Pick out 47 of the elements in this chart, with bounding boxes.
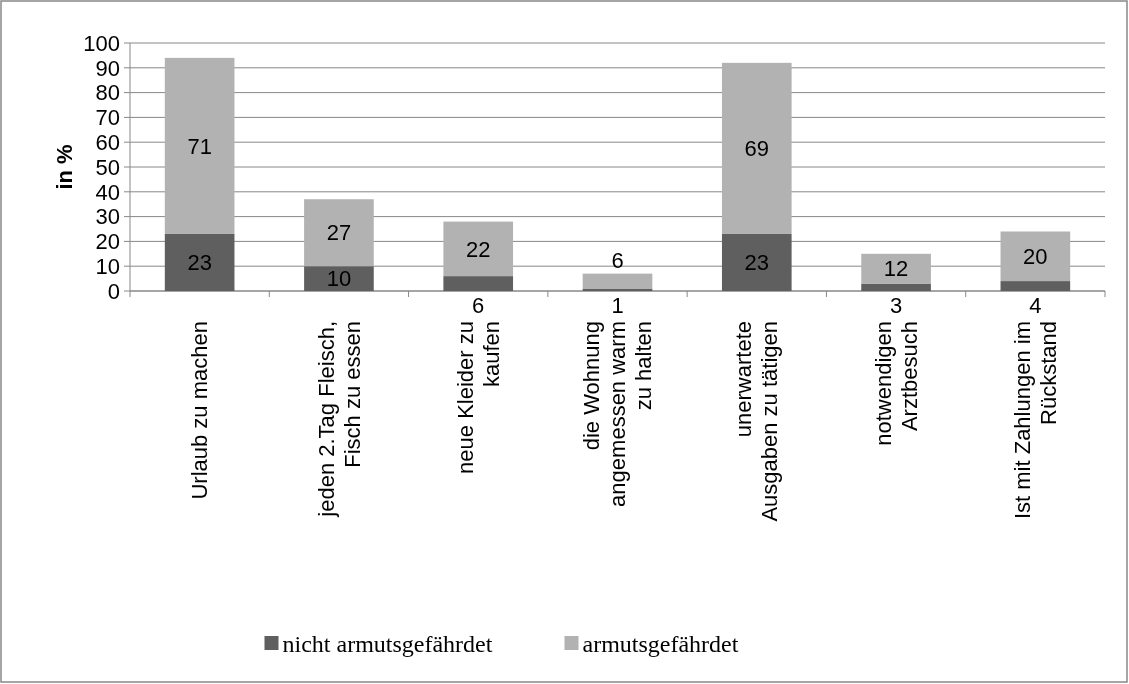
y-tick-label: 80 <box>95 80 120 106</box>
bar <box>1000 281 1071 291</box>
bar <box>164 233 235 291</box>
x-tick-label: jeden 2.Tag Fleisch, Fisch zu essen <box>313 321 365 518</box>
x-tick-label: Urlaub zu machen <box>187 321 213 500</box>
data-label: 22 <box>465 236 491 262</box>
y-tick-label: 90 <box>95 55 120 81</box>
data-label: 71 <box>187 133 212 159</box>
data-label: 23 <box>744 250 770 276</box>
bar <box>164 57 235 234</box>
data-label: 10 <box>326 266 352 292</box>
data-label: 1 <box>611 292 624 318</box>
data-label: 23 <box>187 250 212 276</box>
y-tick-label: 20 <box>95 229 120 255</box>
y-tick-label: 70 <box>95 105 120 131</box>
y-tick-label: 10 <box>95 253 120 279</box>
y-tick-label: 0 <box>107 278 120 304</box>
bar <box>304 199 374 267</box>
y-tick-label: 50 <box>95 154 120 180</box>
x-tick-label: notwendigen Arztbesuch <box>870 321 922 446</box>
data-label: 4 <box>1029 292 1042 318</box>
legend-label: armutsgefährdet <box>582 631 739 658</box>
data-label: 12 <box>883 256 909 282</box>
bar <box>443 276 514 291</box>
data-label: 69 <box>744 136 770 162</box>
bar <box>861 253 931 284</box>
data-label: 6 <box>472 292 485 318</box>
y-tick-label: 100 <box>83 30 120 56</box>
y-axis-title: in % <box>52 144 77 190</box>
bar <box>443 221 514 277</box>
x-tick-label: die Wohnung angemessen warm zu halten <box>579 321 657 507</box>
y-tick-label: 30 <box>95 204 120 230</box>
data-label: 20 <box>1023 243 1048 269</box>
data-label: 27 <box>326 220 352 246</box>
bar <box>721 62 792 234</box>
bar <box>304 266 374 291</box>
bar <box>861 283 931 291</box>
bar <box>1000 231 1071 282</box>
bar <box>721 233 792 291</box>
data-label: 6 <box>611 248 624 274</box>
y-tick-label: 60 <box>95 129 120 155</box>
legend-label: nicht armutsgefährdet <box>282 631 493 658</box>
x-tick-label: Ist mit Zahlungen im Rückstand <box>1010 321 1062 520</box>
data-label: 3 <box>889 292 903 318</box>
y-tick-label: 40 <box>95 179 120 205</box>
x-tick-label: neue Kleider zu kaufen <box>452 321 504 474</box>
bar <box>582 273 653 289</box>
